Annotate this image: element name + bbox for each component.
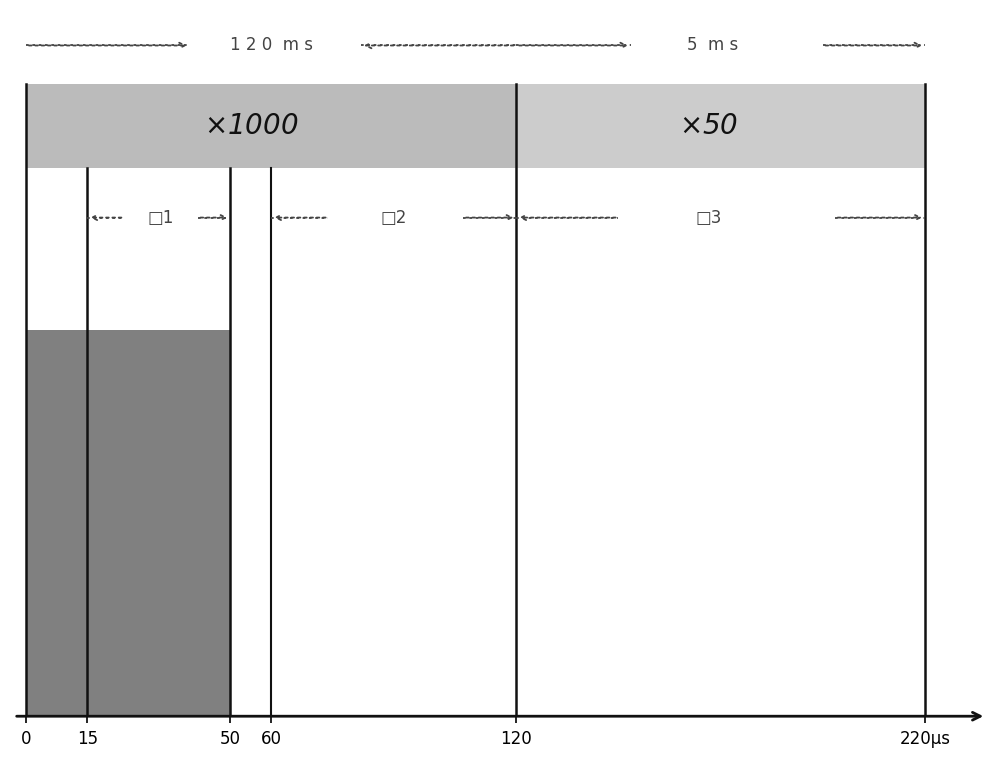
Text: 1 2 0  m s: 1 2 0 m s (230, 37, 313, 55)
Bar (26, 84, 516, 168)
Text: $\times$1000: $\times$1000 (204, 112, 298, 140)
Bar (516, 84, 925, 168)
Bar (26, 330, 230, 716)
Text: □1: □1 (148, 209, 174, 226)
Text: □2: □2 (381, 209, 407, 226)
Text: □3: □3 (695, 209, 722, 226)
Bar (87, 190, 230, 330)
Text: $\times$50: $\times$50 (679, 112, 738, 140)
Text: 5  m s: 5 m s (687, 37, 738, 55)
